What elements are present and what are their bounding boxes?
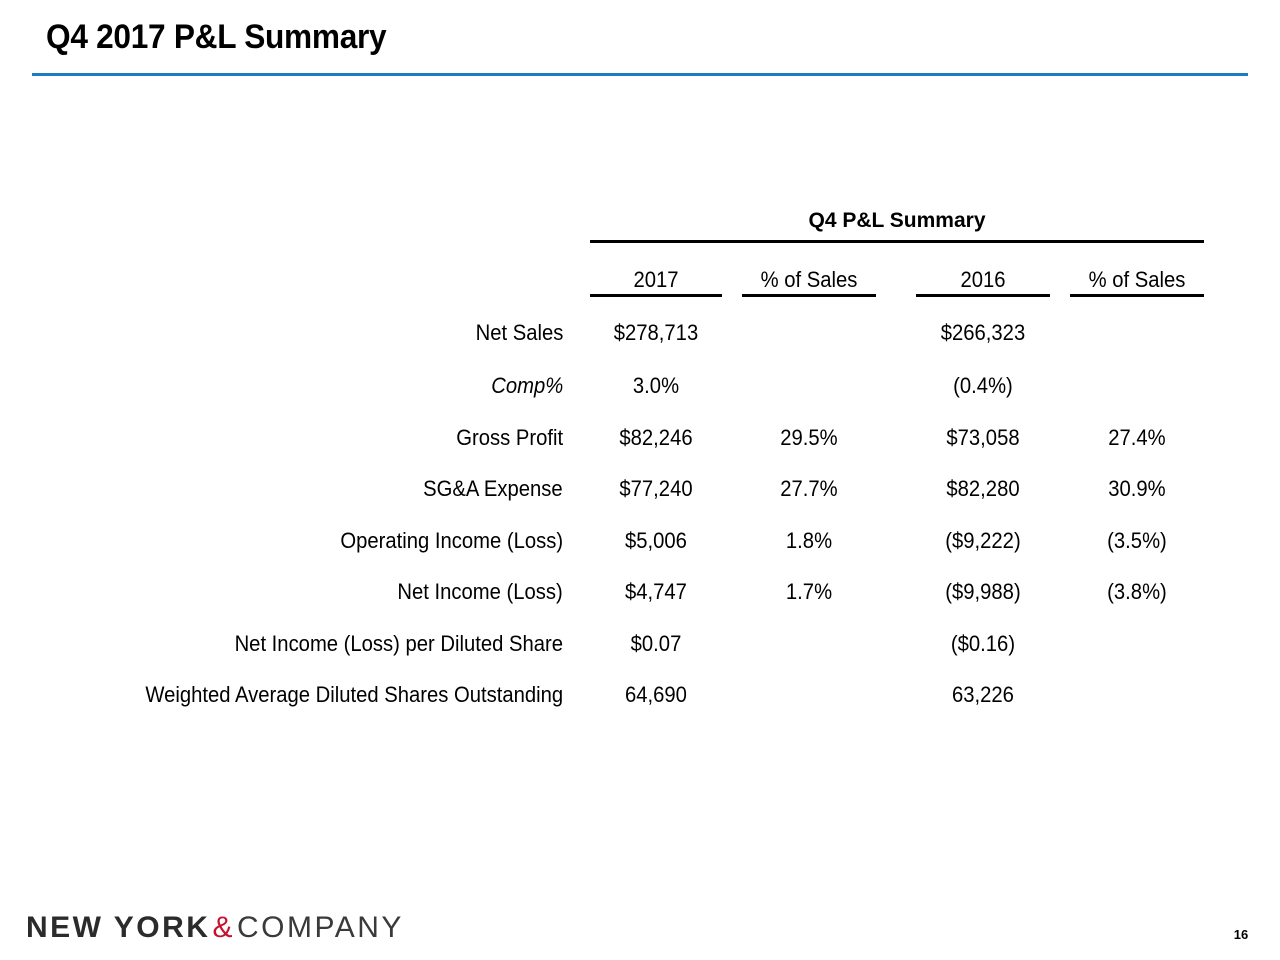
table-row-eps: Net Income (Loss) per Diluted Share $0.0…: [0, 631, 1280, 661]
table-row-weighted-shares: Weighted Average Diluted Shares Outstand…: [0, 682, 1280, 712]
table-row-sga-expense: SG&A Expense $77,240 27.7% $82,280 30.9%: [0, 476, 1280, 506]
logo-text-primary: NEW YORK: [26, 911, 211, 944]
row-label: Net Sales: [475, 320, 563, 345]
row-label: Net Income (Loss): [397, 579, 563, 604]
table-row-net-income: Net Income (Loss) $4,747 1.7% ($9,988) (…: [0, 579, 1280, 609]
table-heading: Q4 P&L Summary: [808, 209, 986, 232]
column-rule: [742, 294, 876, 297]
column-header-pct-sales-2016: % of Sales: [1088, 267, 1186, 292]
cell-pct-2016: 30.9%: [1108, 476, 1166, 501]
column-header-2016: 2016: [960, 267, 1006, 292]
column-rule: [916, 294, 1050, 297]
cell-2016: $73,058: [946, 425, 1020, 450]
company-logo: NEW YORK&COMPANY: [26, 911, 404, 945]
row-label: Weighted Average Diluted Shares Outstand…: [145, 682, 563, 707]
slide-title: Q4 2017 P&L Summary: [46, 18, 387, 56]
table-row-net-sales: Net Sales $278,713 $266,323: [0, 320, 1280, 350]
table-heading-rule: [590, 240, 1204, 243]
cell-2016: $266,323: [940, 320, 1026, 345]
row-label: Net Income (Loss) per Diluted Share: [234, 631, 563, 656]
cell-2017: $4,747: [625, 579, 687, 604]
cell-2017: $77,240: [619, 476, 693, 501]
logo-ampersand: &: [212, 911, 235, 944]
cell-2016: ($9,988): [945, 579, 1021, 604]
column-rule: [590, 294, 722, 297]
table-row-comp: Comp% 3.0% (0.4%): [0, 373, 1280, 403]
cell-pct-2017: 27.7%: [780, 476, 838, 501]
cell-pct-2016: (3.8%): [1107, 579, 1167, 604]
row-label: Operating Income (Loss): [340, 528, 563, 553]
table-row-operating-income: Operating Income (Loss) $5,006 1.8% ($9,…: [0, 528, 1280, 558]
cell-2017: 64,690: [625, 682, 687, 707]
column-rule: [1070, 294, 1204, 297]
cell-2017: $82,246: [619, 425, 693, 450]
column-header-2017: 2017: [633, 267, 679, 292]
logo-text-secondary: COMPANY: [236, 911, 404, 944]
table-row-gross-profit: Gross Profit $82,246 29.5% $73,058 27.4%: [0, 425, 1280, 455]
cell-2017: $278,713: [613, 320, 699, 345]
cell-2016: ($0.16): [950, 631, 1016, 656]
cell-2016: ($9,222): [945, 528, 1021, 553]
cell-pct-2016: (3.5%): [1107, 528, 1167, 553]
row-label: Gross Profit: [456, 425, 563, 450]
cell-pct-2017: 1.7%: [785, 579, 833, 604]
cell-2016: (0.4%): [953, 373, 1013, 398]
page-number: 16: [1233, 927, 1249, 942]
cell-2017: 3.0%: [632, 373, 680, 398]
cell-2016: $82,280: [946, 476, 1020, 501]
column-header-pct-sales-2017: % of Sales: [760, 267, 858, 292]
cell-2017: $0.07: [630, 631, 682, 656]
row-label: Comp%: [491, 373, 563, 398]
cell-pct-2017: 29.5%: [780, 425, 838, 450]
cell-2017: $5,006: [625, 528, 687, 553]
cell-pct-2016: 27.4%: [1108, 425, 1166, 450]
title-rule: [32, 73, 1248, 76]
cell-2016: 63,226: [952, 682, 1014, 707]
cell-pct-2017: 1.8%: [785, 528, 833, 553]
row-label: SG&A Expense: [423, 476, 563, 501]
